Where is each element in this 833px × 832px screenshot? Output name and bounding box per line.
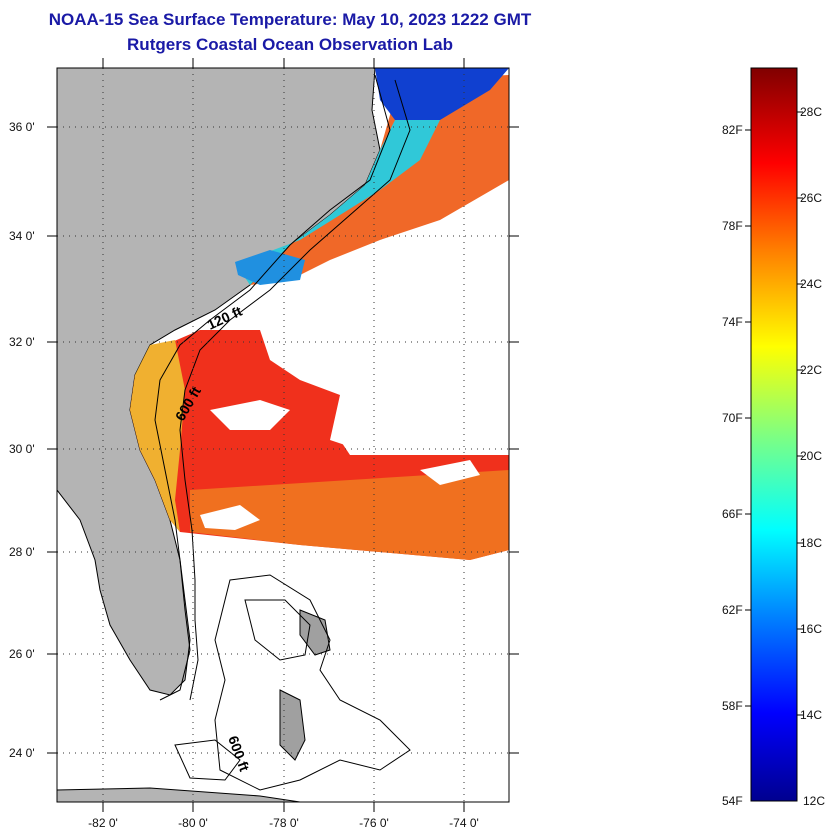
- colorbar-label-c: 20C: [800, 449, 822, 463]
- lat-label: 32 0': [9, 335, 35, 349]
- contour-bahamas: [214, 574, 411, 791]
- cloud-cover: [210, 400, 290, 430]
- bahamas-island: [299, 609, 331, 656]
- colorbar-ticks: [745, 111, 803, 716]
- colorbar-label-c: 28C: [800, 105, 822, 119]
- colorbar-label-f: 66F: [722, 507, 743, 521]
- colorbar-label-f: 74F: [722, 315, 743, 329]
- sst-swath-cool: [240, 120, 440, 285]
- cloud-cover: [200, 505, 260, 530]
- lat-label: 30 0': [9, 442, 35, 456]
- colorbar-label-c: 22C: [800, 363, 822, 377]
- cloud-cover: [260, 200, 509, 450]
- bahamas-island: [279, 689, 306, 761]
- contour-600ft: [179, 79, 411, 701]
- map-border: [56, 67, 510, 803]
- colorbar-label-f: 78F: [722, 219, 743, 233]
- contour-bahamas-inner: [244, 599, 311, 661]
- lat-label: 34 0': [9, 229, 35, 243]
- colorbar-label-c: 24C: [800, 277, 822, 291]
- sst-swath-mid: [130, 340, 185, 532]
- lon-label: -76 0': [359, 816, 389, 830]
- cloud-cover: [420, 460, 480, 485]
- colorbar-label-c: 12C: [803, 794, 825, 808]
- map-title: NOAA-15 Sea Surface Temperature: May 10,…: [48, 10, 532, 29]
- lon-label: -78 0': [269, 816, 299, 830]
- lat-label: 24 0': [9, 746, 35, 760]
- colorbar-label-f: 54F: [722, 794, 743, 808]
- colorbar-label-f: 82F: [722, 123, 743, 137]
- contour-120ft: [154, 74, 391, 701]
- colorbar-label-f: 62F: [722, 603, 743, 617]
- lat-label: 28 0': [9, 545, 35, 559]
- colorbar-label-c: 14C: [800, 708, 822, 722]
- lon-label: -82 0': [88, 816, 118, 830]
- colorbar-label-f: 70F: [722, 411, 743, 425]
- contour-bahamas-south: [174, 739, 241, 781]
- lat-label: 26 0': [9, 647, 35, 661]
- map-subtitle: Rutgers Coastal Ocean Observation Lab: [127, 35, 453, 54]
- colorbar-label-f: 58F: [722, 699, 743, 713]
- lon-label: -80 0': [178, 816, 208, 830]
- lat-label: 36 0': [9, 120, 35, 134]
- colorbar-label-c: 16C: [800, 622, 822, 636]
- sst-swath-orange: [190, 470, 509, 560]
- lon-label: -74 0': [449, 816, 479, 830]
- axis-ticks: [47, 58, 519, 812]
- cuba-coast: [57, 787, 301, 802]
- colorbar-label-c: 26C: [800, 191, 822, 205]
- graticule: [57, 68, 509, 802]
- colorbar: [750, 67, 798, 802]
- colorbar-label-c: 18C: [800, 536, 822, 550]
